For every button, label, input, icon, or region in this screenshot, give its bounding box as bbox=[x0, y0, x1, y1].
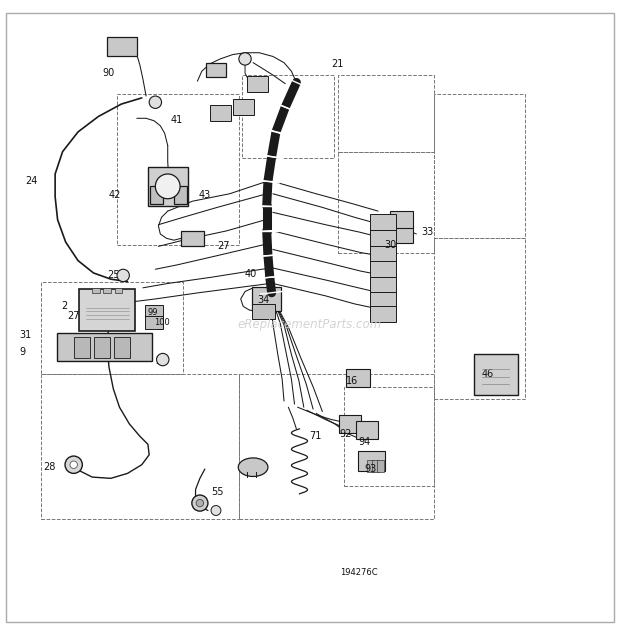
Bar bbox=[92, 288, 100, 293]
FancyBboxPatch shape bbox=[367, 460, 374, 472]
Text: 93: 93 bbox=[365, 464, 377, 474]
FancyBboxPatch shape bbox=[232, 99, 254, 115]
Text: 26: 26 bbox=[156, 356, 168, 366]
Text: 25: 25 bbox=[107, 271, 120, 281]
Text: 24: 24 bbox=[25, 177, 38, 187]
FancyBboxPatch shape bbox=[370, 292, 396, 308]
FancyBboxPatch shape bbox=[57, 333, 153, 361]
Text: 55: 55 bbox=[211, 487, 224, 497]
Text: 71: 71 bbox=[309, 431, 321, 441]
FancyBboxPatch shape bbox=[252, 287, 281, 311]
Circle shape bbox=[157, 354, 169, 366]
FancyBboxPatch shape bbox=[107, 37, 137, 57]
Text: 30: 30 bbox=[384, 239, 396, 250]
FancyBboxPatch shape bbox=[356, 422, 378, 439]
Text: 9: 9 bbox=[19, 347, 25, 356]
Text: 29: 29 bbox=[241, 464, 253, 474]
FancyBboxPatch shape bbox=[6, 13, 614, 622]
Text: 21: 21 bbox=[332, 59, 344, 69]
FancyBboxPatch shape bbox=[474, 354, 518, 395]
Circle shape bbox=[149, 96, 162, 109]
FancyBboxPatch shape bbox=[377, 460, 384, 472]
FancyBboxPatch shape bbox=[370, 277, 396, 293]
Text: 34: 34 bbox=[257, 295, 270, 305]
Text: 27: 27 bbox=[217, 241, 229, 251]
FancyBboxPatch shape bbox=[358, 451, 386, 471]
FancyBboxPatch shape bbox=[114, 337, 130, 358]
Text: 31: 31 bbox=[19, 330, 32, 340]
Circle shape bbox=[70, 461, 78, 469]
Text: 33: 33 bbox=[422, 227, 433, 237]
FancyBboxPatch shape bbox=[146, 305, 163, 318]
Text: eReplacementParts.com: eReplacementParts.com bbox=[238, 318, 382, 331]
Text: 42: 42 bbox=[109, 190, 122, 200]
Circle shape bbox=[196, 499, 203, 507]
FancyBboxPatch shape bbox=[148, 166, 187, 206]
FancyBboxPatch shape bbox=[372, 460, 379, 472]
Circle shape bbox=[192, 495, 208, 511]
Text: 94: 94 bbox=[358, 438, 371, 448]
FancyBboxPatch shape bbox=[391, 225, 413, 243]
Text: 40: 40 bbox=[245, 269, 257, 279]
Ellipse shape bbox=[238, 458, 268, 476]
FancyBboxPatch shape bbox=[146, 316, 163, 330]
Text: 27: 27 bbox=[68, 311, 80, 321]
Text: 194276C: 194276C bbox=[340, 568, 378, 577]
Text: 90: 90 bbox=[103, 68, 115, 78]
FancyBboxPatch shape bbox=[174, 186, 187, 204]
FancyBboxPatch shape bbox=[206, 63, 226, 77]
FancyBboxPatch shape bbox=[247, 76, 268, 91]
FancyBboxPatch shape bbox=[347, 370, 370, 387]
FancyBboxPatch shape bbox=[370, 231, 396, 246]
Bar bbox=[115, 288, 122, 293]
Text: 46: 46 bbox=[482, 370, 494, 379]
Circle shape bbox=[211, 505, 221, 516]
FancyBboxPatch shape bbox=[150, 186, 163, 204]
FancyBboxPatch shape bbox=[252, 304, 275, 319]
FancyBboxPatch shape bbox=[94, 337, 110, 358]
Bar bbox=[104, 288, 111, 293]
FancyBboxPatch shape bbox=[79, 289, 135, 331]
FancyBboxPatch shape bbox=[370, 213, 396, 230]
Text: 16: 16 bbox=[346, 375, 358, 385]
Circle shape bbox=[239, 53, 251, 65]
Text: 43: 43 bbox=[198, 190, 211, 200]
Text: 28: 28 bbox=[43, 462, 55, 472]
Text: 41: 41 bbox=[171, 114, 183, 124]
Circle shape bbox=[117, 269, 130, 281]
FancyBboxPatch shape bbox=[210, 105, 231, 121]
Text: 100: 100 bbox=[154, 318, 170, 327]
FancyBboxPatch shape bbox=[370, 261, 396, 277]
FancyBboxPatch shape bbox=[370, 306, 396, 323]
FancyBboxPatch shape bbox=[370, 246, 396, 262]
FancyBboxPatch shape bbox=[74, 337, 91, 358]
FancyBboxPatch shape bbox=[391, 211, 413, 229]
Text: 2: 2 bbox=[61, 302, 68, 311]
Text: 92: 92 bbox=[340, 429, 352, 439]
FancyBboxPatch shape bbox=[339, 415, 361, 432]
Text: 99: 99 bbox=[148, 308, 159, 317]
Circle shape bbox=[65, 456, 82, 473]
FancyBboxPatch shape bbox=[181, 231, 203, 246]
Circle shape bbox=[156, 174, 180, 199]
